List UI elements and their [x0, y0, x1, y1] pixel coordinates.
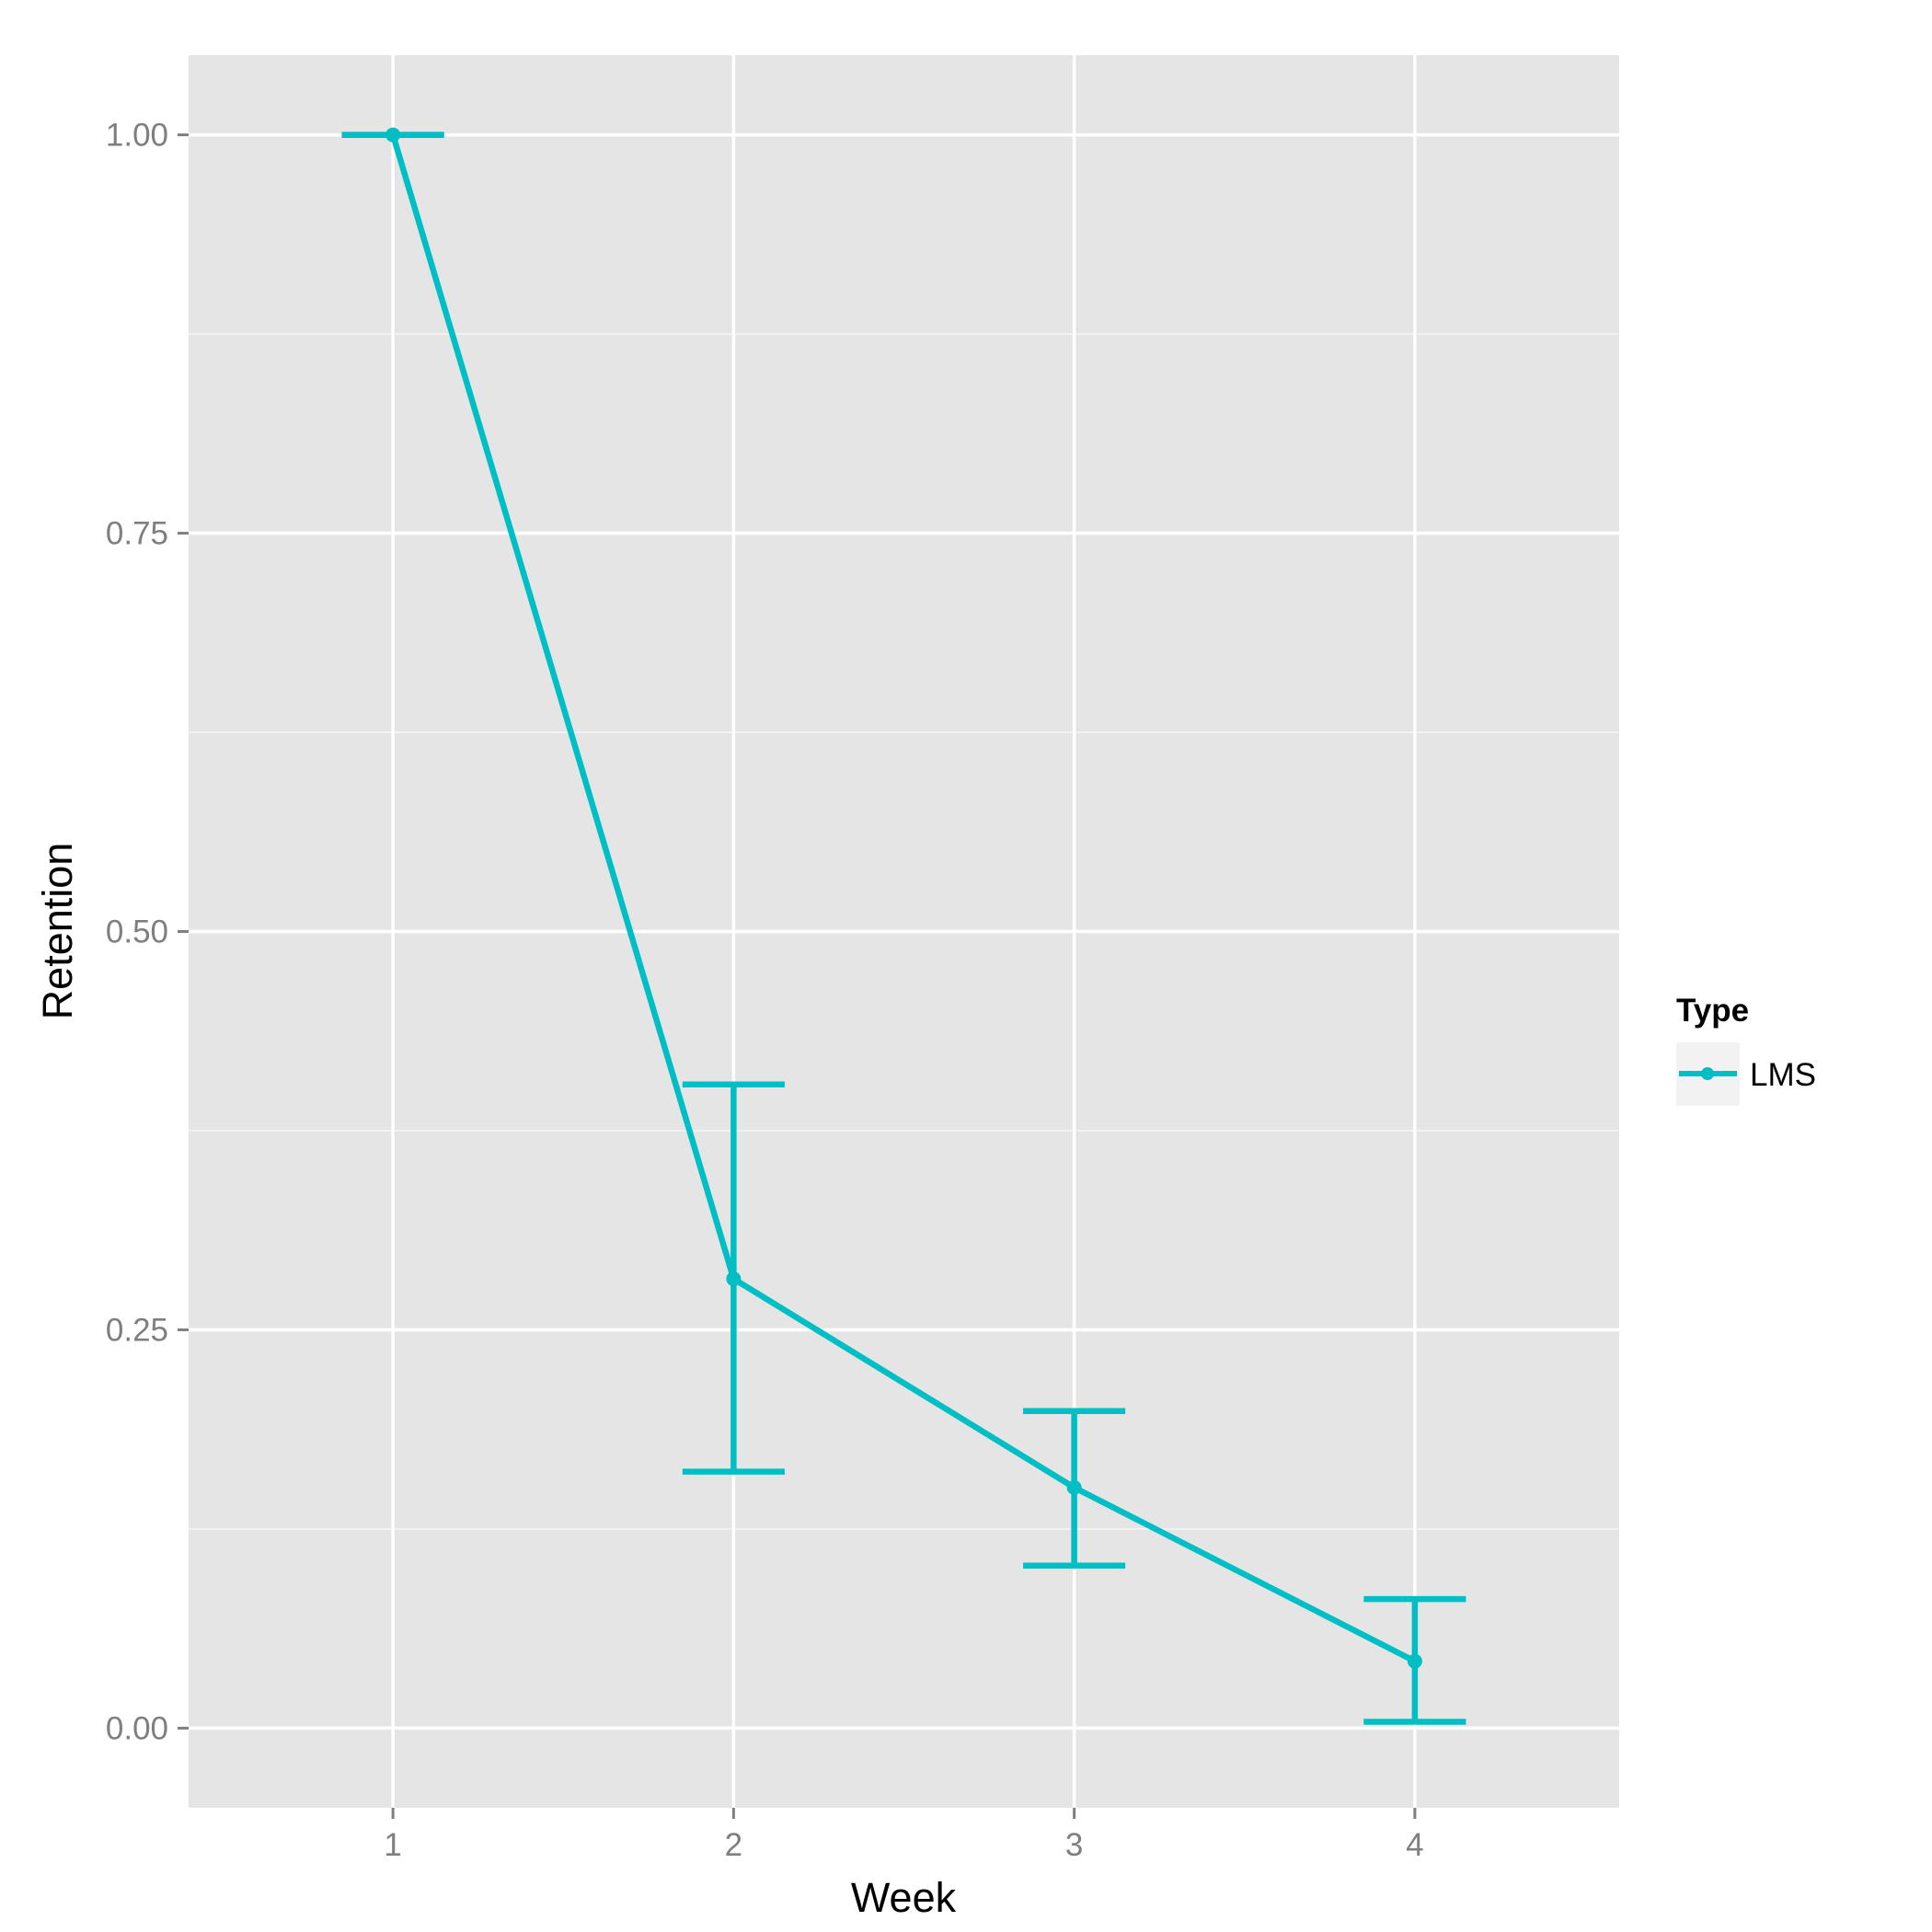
- x-axis-title: Week: [851, 1874, 957, 1921]
- y-tick-label: 0.50: [106, 914, 168, 950]
- legend-title: Type: [1676, 993, 1749, 1029]
- series-line-lms: [390, 133, 1417, 1664]
- y-tick-label: 1.00: [106, 118, 168, 154]
- minor-gridlines: [189, 333, 1619, 1530]
- x-tick-label: 2: [725, 1827, 742, 1863]
- y-tick-label: 0.75: [106, 516, 168, 552]
- y-axis: 0.00 0.25 0.50 0.75 1.00: [106, 118, 189, 1746]
- data-point: [1407, 1653, 1422, 1669]
- legend-label-lms: LMS: [1750, 1057, 1816, 1093]
- data-point: [385, 127, 401, 143]
- y-axis-title: Retention: [34, 843, 81, 1020]
- x-axis: 1 2 3 4: [384, 1808, 1424, 1863]
- x-tick-label: 3: [1065, 1827, 1083, 1863]
- y-tick-label: 0.25: [106, 1312, 168, 1348]
- x-tick-label: 1: [384, 1827, 401, 1863]
- data-point: [726, 1271, 742, 1287]
- data-point: [1066, 1479, 1082, 1495]
- legend-key-point: [1701, 1067, 1714, 1080]
- y-tick-label: 0.00: [106, 1710, 168, 1746]
- legend: Type LMS: [1676, 993, 1816, 1106]
- data-points: [385, 127, 1422, 1669]
- series-lines: [390, 133, 1417, 1664]
- x-tick-label: 4: [1406, 1827, 1423, 1863]
